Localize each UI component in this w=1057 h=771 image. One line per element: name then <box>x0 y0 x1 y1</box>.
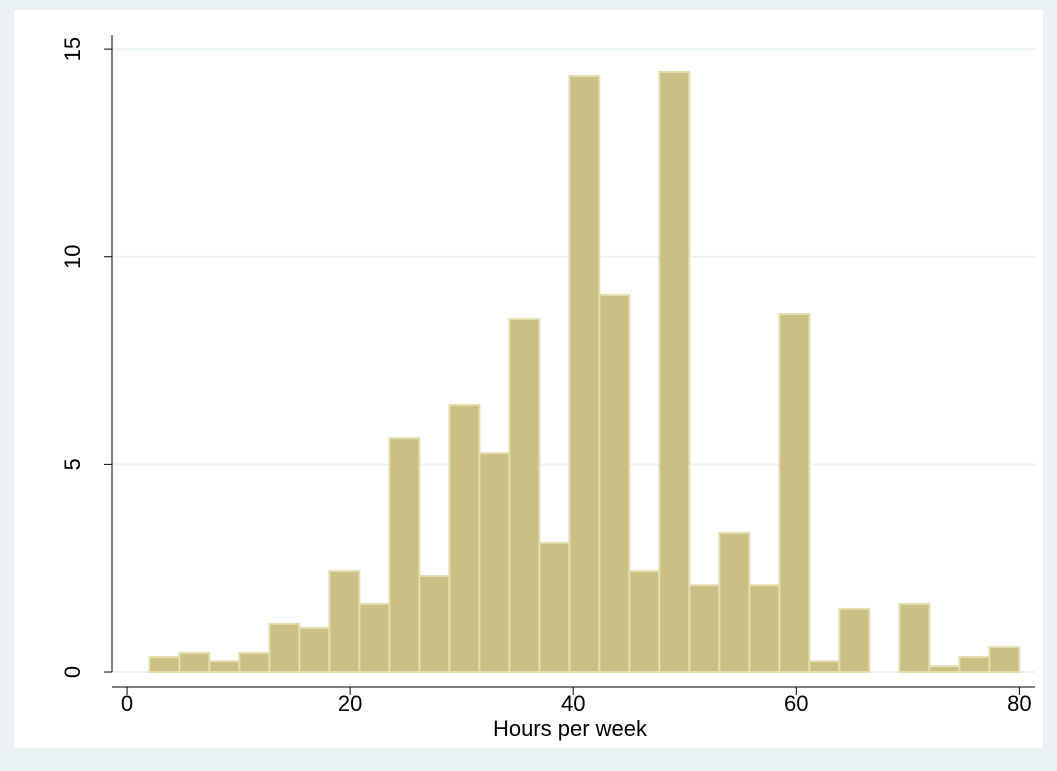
bar <box>388 437 421 673</box>
bar <box>598 293 631 673</box>
bar <box>928 665 961 674</box>
bar <box>478 452 511 673</box>
bar <box>508 318 541 673</box>
bar <box>418 575 451 674</box>
bar <box>898 602 931 674</box>
bar <box>298 626 331 673</box>
bar <box>568 75 601 673</box>
bar <box>748 584 781 673</box>
bar <box>988 646 1021 673</box>
y-tick-label: 0 <box>60 666 85 678</box>
bar <box>238 651 271 674</box>
bar <box>628 570 661 673</box>
x-tick-label: 60 <box>784 691 808 716</box>
bar <box>658 70 691 673</box>
bar <box>538 541 571 674</box>
bar <box>148 656 181 673</box>
bar <box>358 602 391 674</box>
x-tick-label: 20 <box>338 691 362 716</box>
bar <box>808 660 841 673</box>
y-tick-label: 5 <box>60 458 85 470</box>
bar <box>178 651 211 674</box>
y-tick-label: 10 <box>60 245 85 269</box>
x-axis-title: Hours per week <box>493 716 648 741</box>
bar <box>958 656 991 673</box>
x-tick-label: 0 <box>121 691 133 716</box>
bar <box>838 607 871 673</box>
bar <box>448 403 481 673</box>
x-tick-label: 80 <box>1007 691 1031 716</box>
bar <box>328 570 361 673</box>
bar <box>718 531 751 673</box>
bar <box>778 313 811 673</box>
bar <box>268 622 301 673</box>
x-tick-label: 40 <box>561 691 585 716</box>
y-tick-label: 15 <box>60 37 85 61</box>
bar <box>208 660 241 673</box>
bar <box>688 584 721 673</box>
